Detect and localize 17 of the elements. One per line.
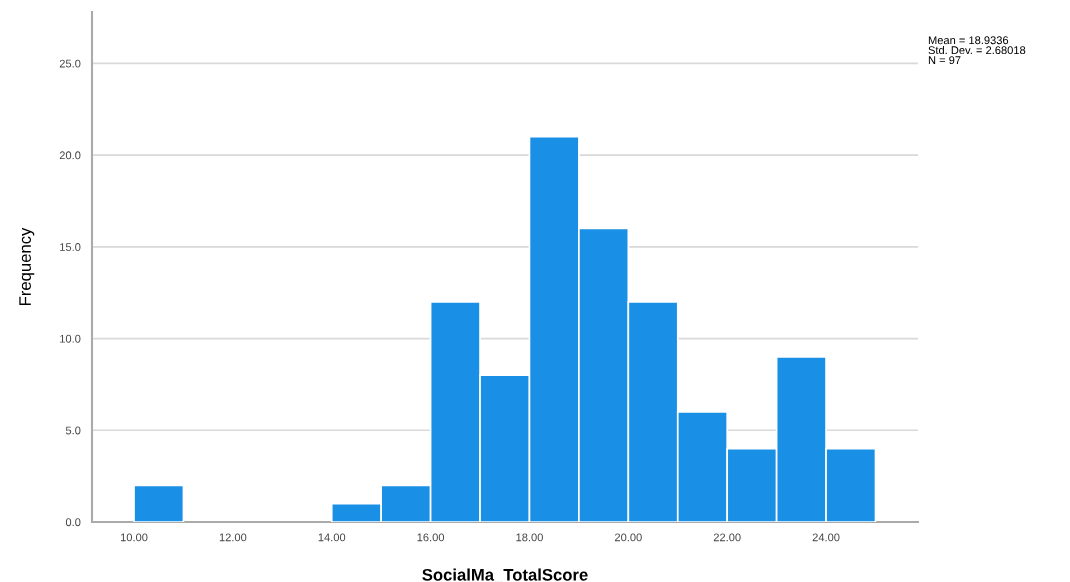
x-tick-label: 14.00 xyxy=(318,533,346,542)
text: Mean = 18.9336 Std. Dev. = 2.68018 N = 97 xyxy=(928,36,1026,65)
x-tick-label: 24.00 xyxy=(812,533,840,542)
x-tick-label: 12.00 xyxy=(219,533,247,542)
y-tick-label: 5.0 xyxy=(65,426,81,435)
y-axis-title: Frequency xyxy=(19,227,35,305)
x-tick-label: 20.00 xyxy=(614,533,642,542)
y-tick-label: 15.0 xyxy=(60,243,81,251)
y-tick-label: 20.0 xyxy=(59,151,81,160)
x-tick-label: 18.00 xyxy=(516,533,543,542)
y-tick-label: 0.0 xyxy=(65,518,81,527)
y-tick-label: 25.0 xyxy=(59,59,81,68)
x-axis-title: SocialMa_TotalScore xyxy=(422,568,588,582)
x-tick-label: 16.00 xyxy=(417,533,445,542)
x-tick-label: 10.00 xyxy=(120,533,148,542)
y-tick-label: 10.0 xyxy=(60,334,81,343)
x-tick-label: 22.00 xyxy=(713,533,741,542)
